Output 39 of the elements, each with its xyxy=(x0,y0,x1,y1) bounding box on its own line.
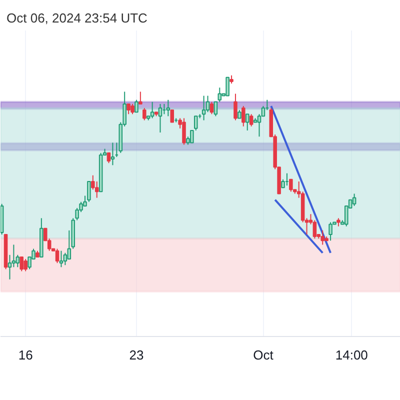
candlestick xyxy=(202,95,206,121)
candlestick xyxy=(142,108,146,121)
candlestick xyxy=(242,105,246,127)
candlestick xyxy=(166,99,170,117)
candlestick xyxy=(110,142,115,166)
candlestick xyxy=(87,180,91,202)
candlestick xyxy=(328,222,332,242)
candlestick xyxy=(59,250,64,268)
candlestick xyxy=(226,76,230,96)
candlestick xyxy=(12,244,16,268)
candlestick xyxy=(106,152,111,164)
x-tick-label: 16 xyxy=(18,348,33,362)
candlestick xyxy=(63,252,68,266)
candlestick xyxy=(190,130,194,144)
candlestick xyxy=(320,230,324,246)
candlestick xyxy=(249,114,254,127)
candlestick xyxy=(134,99,138,113)
chart-title: Oct 06, 2024 23:54 UTC xyxy=(6,10,148,26)
candlestick xyxy=(352,193,356,206)
x-tick-label: Oct xyxy=(253,348,274,362)
candlestick xyxy=(289,178,293,192)
candlestick xyxy=(245,114,250,131)
candlestick xyxy=(170,110,174,123)
candlestick xyxy=(210,101,214,115)
candlestick xyxy=(24,258,28,272)
candlestick xyxy=(16,254,20,268)
x-tick-label: 23 xyxy=(129,348,144,362)
candlestick xyxy=(130,103,134,115)
candlestick xyxy=(126,103,130,115)
candlestick xyxy=(55,248,60,264)
candlestick xyxy=(150,101,154,119)
candlestick xyxy=(182,118,186,146)
x-tick-label: 14:00 xyxy=(335,348,368,362)
candlestick xyxy=(312,220,317,240)
candlestick xyxy=(158,103,162,133)
candlestick xyxy=(234,93,238,121)
candlestick xyxy=(138,91,142,104)
candlestick xyxy=(20,256,24,272)
candlestick xyxy=(194,116,198,131)
